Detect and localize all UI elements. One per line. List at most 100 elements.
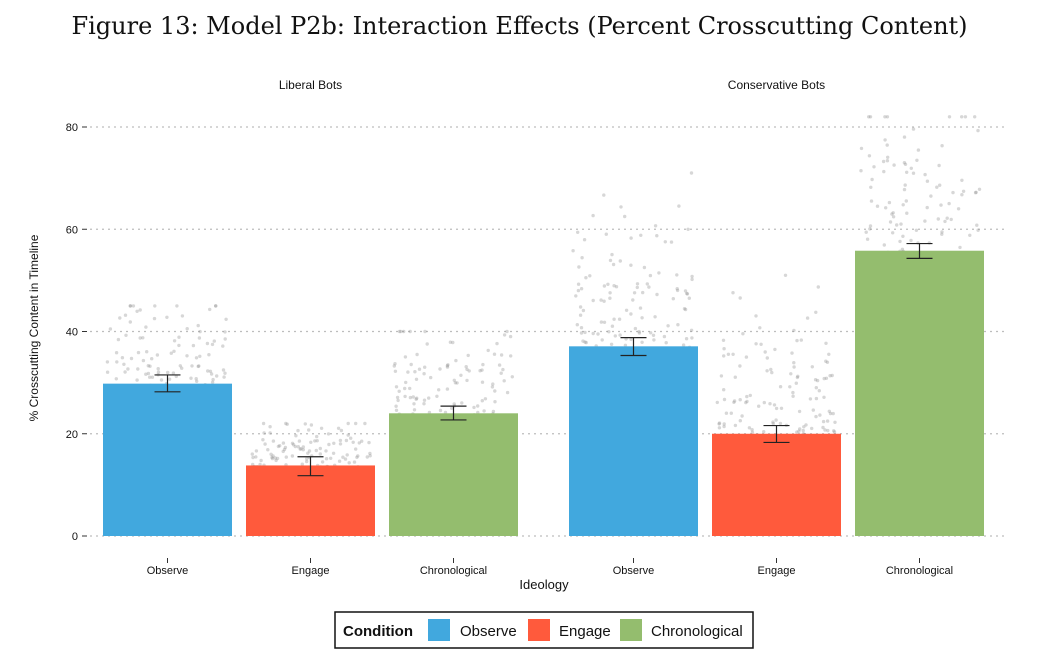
data-point-conservative-bots-engage bbox=[811, 408, 815, 412]
data-point-conservative-bots-engage bbox=[824, 376, 829, 380]
data-point-conservative-bots-engage bbox=[758, 326, 762, 330]
data-point-liberal-bots-engage bbox=[336, 426, 341, 430]
data-point-liberal-bots-observe bbox=[210, 342, 215, 347]
data-point-liberal-bots-observe bbox=[165, 315, 169, 319]
data-point-conservative-bots-engage bbox=[813, 378, 818, 382]
data-point-conservative-bots-observe bbox=[690, 336, 694, 340]
data-point-liberal-bots-chronological bbox=[423, 365, 427, 369]
data-point-liberal-bots-chronological bbox=[464, 365, 468, 369]
data-point-liberal-bots-engage bbox=[305, 457, 309, 461]
data-point-liberal-bots-chronological bbox=[408, 386, 412, 391]
data-point-liberal-bots-chronological bbox=[425, 342, 429, 346]
data-point-conservative-bots-observe bbox=[689, 171, 694, 175]
data-point-conservative-bots-engage bbox=[790, 351, 794, 355]
data-point-liberal-bots-chronological bbox=[460, 401, 464, 405]
data-point-liberal-bots-observe bbox=[128, 320, 132, 324]
data-point-liberal-bots-chronological bbox=[395, 395, 400, 400]
data-point-conservative-bots-chronological bbox=[960, 115, 964, 119]
data-point-conservative-bots-engage bbox=[824, 359, 828, 363]
data-point-conservative-bots-engage bbox=[744, 400, 748, 405]
data-point-conservative-bots-observe bbox=[599, 298, 603, 302]
data-point-liberal-bots-chronological bbox=[480, 399, 484, 403]
data-point-conservative-bots-chronological bbox=[869, 185, 873, 189]
data-point-liberal-bots-observe bbox=[180, 366, 184, 370]
data-point-liberal-bots-observe bbox=[195, 379, 199, 383]
data-point-liberal-bots-engage bbox=[284, 421, 288, 426]
data-point-conservative-bots-chronological bbox=[960, 193, 964, 197]
data-point-conservative-bots-observe bbox=[575, 323, 579, 327]
data-point-conservative-bots-observe bbox=[649, 331, 653, 335]
data-point-conservative-bots-observe bbox=[608, 291, 612, 295]
data-point-conservative-bots-observe bbox=[599, 320, 604, 324]
data-point-conservative-bots-observe bbox=[657, 271, 661, 275]
data-point-liberal-bots-observe bbox=[138, 308, 142, 312]
data-point-conservative-bots-observe bbox=[629, 263, 633, 267]
data-point-conservative-bots-engage bbox=[808, 397, 813, 401]
data-point-liberal-bots-engage bbox=[290, 454, 295, 458]
data-point-conservative-bots-engage bbox=[765, 356, 769, 360]
data-point-conservative-bots-engage bbox=[794, 381, 798, 385]
data-point-liberal-bots-observe bbox=[128, 304, 133, 308]
data-point-conservative-bots-chronological bbox=[909, 166, 913, 170]
data-point-liberal-bots-chronological bbox=[399, 329, 403, 334]
data-point-conservative-bots-engage bbox=[748, 393, 752, 398]
data-point-liberal-bots-observe bbox=[131, 304, 136, 308]
data-point-conservative-bots-chronological bbox=[898, 239, 902, 244]
data-point-conservative-bots-engage bbox=[745, 394, 749, 399]
data-point-conservative-bots-engage bbox=[802, 425, 806, 429]
data-point-liberal-bots-observe bbox=[178, 364, 182, 368]
data-point-conservative-bots-chronological bbox=[977, 187, 982, 191]
data-point-liberal-bots-chronological bbox=[501, 367, 505, 372]
data-point-liberal-bots-chronological bbox=[459, 373, 463, 377]
data-point-conservative-bots-chronological bbox=[960, 178, 964, 182]
data-point-liberal-bots-engage bbox=[338, 442, 343, 446]
data-point-liberal-bots-engage bbox=[346, 421, 350, 426]
data-point-conservative-bots-observe bbox=[684, 337, 689, 341]
data-point-conservative-bots-observe bbox=[676, 323, 680, 327]
data-point-conservative-bots-observe bbox=[614, 285, 619, 289]
data-point-liberal-bots-engage bbox=[261, 421, 266, 426]
facet-title-conservative-bots: Conservative Bots bbox=[728, 78, 825, 92]
data-point-conservative-bots-engage bbox=[726, 352, 731, 356]
data-point-liberal-bots-chronological bbox=[505, 329, 509, 334]
data-point-liberal-bots-chronological bbox=[510, 375, 514, 379]
data-point-liberal-bots-engage bbox=[270, 456, 275, 461]
data-point-liberal-bots-chronological bbox=[397, 389, 401, 393]
data-point-conservative-bots-engage bbox=[750, 430, 755, 434]
data-point-conservative-bots-engage bbox=[789, 372, 793, 376]
data-point-conservative-bots-engage bbox=[738, 419, 742, 423]
data-point-liberal-bots-engage bbox=[283, 445, 288, 450]
data-point-conservative-bots-chronological bbox=[905, 170, 909, 174]
data-point-liberal-bots-chronological bbox=[465, 367, 469, 372]
data-point-liberal-bots-observe bbox=[191, 343, 196, 348]
data-point-liberal-bots-chronological bbox=[466, 353, 470, 358]
data-point-liberal-bots-observe bbox=[190, 364, 194, 368]
data-point-conservative-bots-chronological bbox=[940, 144, 944, 148]
jitter-points-layer bbox=[105, 115, 982, 513]
data-point-liberal-bots-engage bbox=[301, 448, 305, 452]
data-point-liberal-bots-chronological bbox=[404, 380, 408, 385]
data-point-liberal-bots-engage bbox=[270, 455, 274, 460]
data-point-conservative-bots-engage bbox=[759, 342, 763, 346]
data-point-conservative-bots-engage bbox=[810, 365, 814, 369]
data-point-liberal-bots-engage bbox=[315, 439, 319, 443]
data-point-liberal-bots-chronological bbox=[417, 367, 422, 371]
data-point-conservative-bots-chronological bbox=[891, 215, 896, 219]
data-point-conservative-bots-chronological bbox=[937, 163, 941, 168]
data-point-conservative-bots-engage bbox=[797, 409, 802, 414]
data-point-conservative-bots-engage bbox=[771, 420, 775, 424]
data-point-liberal-bots-observe bbox=[148, 364, 152, 368]
data-point-conservative-bots-observe bbox=[610, 252, 614, 257]
data-point-liberal-bots-engage bbox=[339, 428, 344, 433]
data-point-liberal-bots-chronological bbox=[450, 406, 454, 410]
data-point-conservative-bots-observe bbox=[652, 338, 656, 342]
data-point-liberal-bots-chronological bbox=[502, 379, 506, 383]
data-point-liberal-bots-chronological bbox=[437, 388, 441, 392]
data-point-liberal-bots-engage bbox=[368, 454, 372, 458]
data-point-liberal-bots-engage bbox=[276, 444, 281, 449]
data-point-conservative-bots-engage bbox=[722, 424, 726, 429]
data-point-conservative-bots-observe bbox=[642, 265, 647, 270]
x-tick-label-liberal-bots-observe: Observe bbox=[147, 565, 189, 577]
data-point-liberal-bots-engage bbox=[326, 432, 331, 436]
